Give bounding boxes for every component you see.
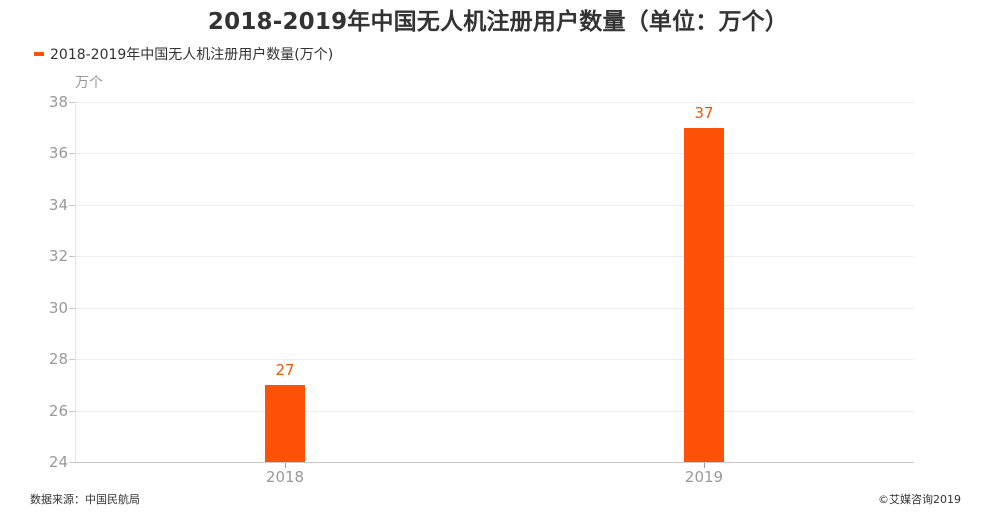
y-tick bbox=[69, 462, 75, 463]
bar-value-label: 27 bbox=[275, 361, 295, 379]
copyright-note: ©艾媒咨询2019 bbox=[878, 493, 961, 506]
gridline bbox=[75, 307, 914, 309]
y-tick-label: 38 bbox=[48, 93, 68, 111]
gridline bbox=[75, 153, 914, 155]
x-tick bbox=[285, 463, 286, 468]
gridline bbox=[75, 359, 914, 361]
gridline bbox=[75, 102, 914, 103]
y-tick-label: 24 bbox=[48, 453, 68, 471]
x-axis-line bbox=[75, 462, 914, 463]
y-tick bbox=[69, 307, 75, 309]
y-tick-label: 28 bbox=[48, 350, 68, 369]
gridline bbox=[75, 410, 914, 412]
y-tick bbox=[69, 102, 75, 103]
y-tick bbox=[69, 153, 75, 155]
y-axis-unit: 万个 bbox=[75, 75, 103, 91]
y-tick bbox=[69, 204, 75, 206]
y-tick bbox=[69, 410, 75, 412]
legend-swatch-icon bbox=[34, 52, 44, 56]
chart-title: 2018-2019年中国无人机注册用户数量（单位：万个） bbox=[207, 9, 789, 35]
bar-2018[interactable] bbox=[265, 385, 305, 462]
data-source-note: 数据来源：中国民航局 bbox=[30, 493, 140, 506]
y-tick-label: 26 bbox=[48, 401, 68, 420]
y-axis-line bbox=[75, 102, 76, 462]
gridline bbox=[75, 204, 914, 206]
x-tick bbox=[704, 463, 705, 468]
y-tick-label: 30 bbox=[48, 298, 68, 317]
y-tick-label: 34 bbox=[48, 195, 68, 214]
bar-2019[interactable] bbox=[684, 128, 724, 462]
gridline bbox=[75, 256, 914, 258]
y-tick-label: 32 bbox=[48, 247, 68, 266]
bar-value-label: 37 bbox=[694, 104, 714, 122]
x-tick-label: 2018 bbox=[265, 468, 305, 486]
y-tick-label: 36 bbox=[48, 144, 68, 163]
legend-item[interactable]: 2018-2019年中国无人机注册用户数量(万个) bbox=[34, 44, 333, 64]
legend-label: 2018-2019年中国无人机注册用户数量(万个) bbox=[50, 47, 334, 63]
x-tick-label: 2019 bbox=[684, 468, 724, 486]
plot-area: 38 36 34 32 30 28 26 24 27 2018 37 2019 bbox=[49, 93, 914, 486]
y-tick bbox=[69, 359, 75, 361]
y-tick bbox=[69, 256, 75, 258]
